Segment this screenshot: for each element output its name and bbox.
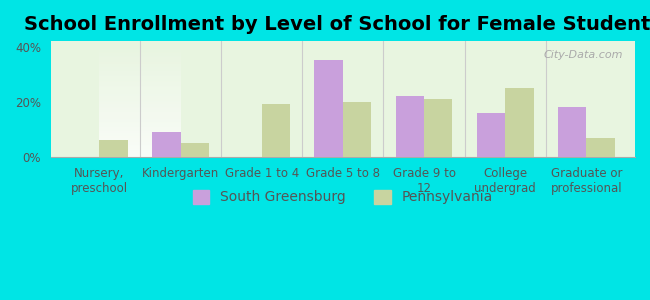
Bar bbox=[396, 96, 424, 157]
Bar bbox=[343, 102, 371, 157]
Bar bbox=[586, 137, 615, 157]
Title: School Enrollment by Level of School for Female Students: School Enrollment by Level of School for… bbox=[24, 15, 650, 34]
Bar bbox=[476, 113, 505, 157]
Bar bbox=[181, 143, 209, 157]
Bar bbox=[99, 140, 128, 157]
Legend: South Greensburg, Pennsylvania: South Greensburg, Pennsylvania bbox=[187, 184, 499, 210]
Bar bbox=[152, 132, 181, 157]
Bar bbox=[558, 107, 586, 157]
Bar bbox=[424, 99, 452, 157]
Bar bbox=[505, 88, 534, 157]
Bar bbox=[315, 60, 343, 157]
Bar bbox=[262, 104, 290, 157]
Text: City-Data.com: City-Data.com bbox=[544, 50, 623, 60]
